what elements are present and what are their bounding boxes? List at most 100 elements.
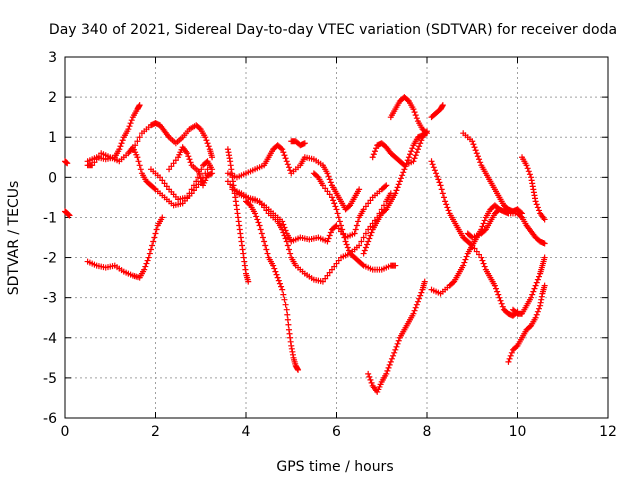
series-s2 [62,208,73,219]
data-point [195,168,202,175]
y-tick-label: -1 [43,210,57,226]
data-point [274,274,281,281]
data-point [338,222,345,229]
data-point [397,175,404,182]
data-point [284,242,291,249]
data-point [279,286,286,293]
data-point [437,182,444,189]
data-point [412,304,419,311]
data-point [284,316,291,323]
data-point [430,164,437,171]
series-s3 [84,102,143,165]
series-s25 [519,154,548,223]
data-point [439,102,446,109]
data-point [352,226,359,233]
data-point [284,311,291,318]
data-point [414,298,421,305]
data-point [335,257,342,264]
data-point [497,297,504,304]
data-point [508,349,515,356]
data-point [190,182,197,189]
data-point [170,160,177,167]
data-point [188,186,195,193]
data-point [151,234,158,241]
data-point [125,126,132,133]
series-s11 [224,142,363,213]
data-point [362,203,369,210]
data-point [332,203,339,210]
data-point [255,219,262,226]
data-point [256,222,263,229]
data-point [534,308,541,315]
data-point [460,262,467,269]
data-point [404,97,411,104]
data-point [326,176,333,183]
data-point [533,201,540,208]
data-point [360,206,367,213]
data-point [365,370,372,377]
data-point [335,214,342,221]
data-point [391,349,398,356]
data-point [330,197,337,204]
data-point [366,373,373,380]
data-point [285,164,292,171]
data-point [280,291,287,298]
data-point [282,155,289,162]
data-point [353,222,360,229]
data-point [343,241,350,248]
data-point [541,240,548,247]
data-point [143,260,150,267]
series-s15 [310,170,399,273]
data-point [150,238,157,245]
data-point [287,250,294,257]
data-point [117,143,124,150]
data-point [411,109,418,116]
data-point [495,291,502,298]
data-point [256,198,263,205]
data-point [413,115,420,122]
data-point [153,226,160,233]
data-point [368,229,375,236]
data-point [354,218,361,225]
data-point [367,232,374,239]
data-point [262,242,269,249]
data-point [166,166,173,173]
data-point [507,352,514,359]
data-point [434,173,441,180]
data-point [364,241,371,248]
series-s10 [224,178,390,245]
data-point [279,226,286,233]
data-point [369,154,376,161]
data-point [285,246,292,253]
data-point [281,152,288,159]
data-point [450,279,457,286]
data-point [367,376,374,383]
data-point [533,279,540,286]
data-point [498,300,505,307]
data-point [259,234,266,241]
data-point [471,144,478,151]
data-point [273,271,280,278]
data-point [411,155,418,162]
y-tick-label: -6 [43,411,57,427]
data-point [413,301,420,308]
data-point [135,158,142,165]
data-point [370,151,377,158]
data-point [209,170,216,177]
data-point [541,216,548,223]
data-point [480,260,487,267]
data-point [196,125,203,132]
data-point [64,160,71,167]
data-point [134,154,141,161]
data-point [481,227,488,234]
data-point [209,154,216,161]
data-point [436,179,443,186]
data-point [281,232,288,239]
series-s20 [428,102,446,121]
data-point [202,134,209,141]
data-point [418,289,425,296]
data-point [535,207,542,214]
data-point [116,146,123,153]
series-s14 [288,138,308,149]
data-point [469,138,476,145]
